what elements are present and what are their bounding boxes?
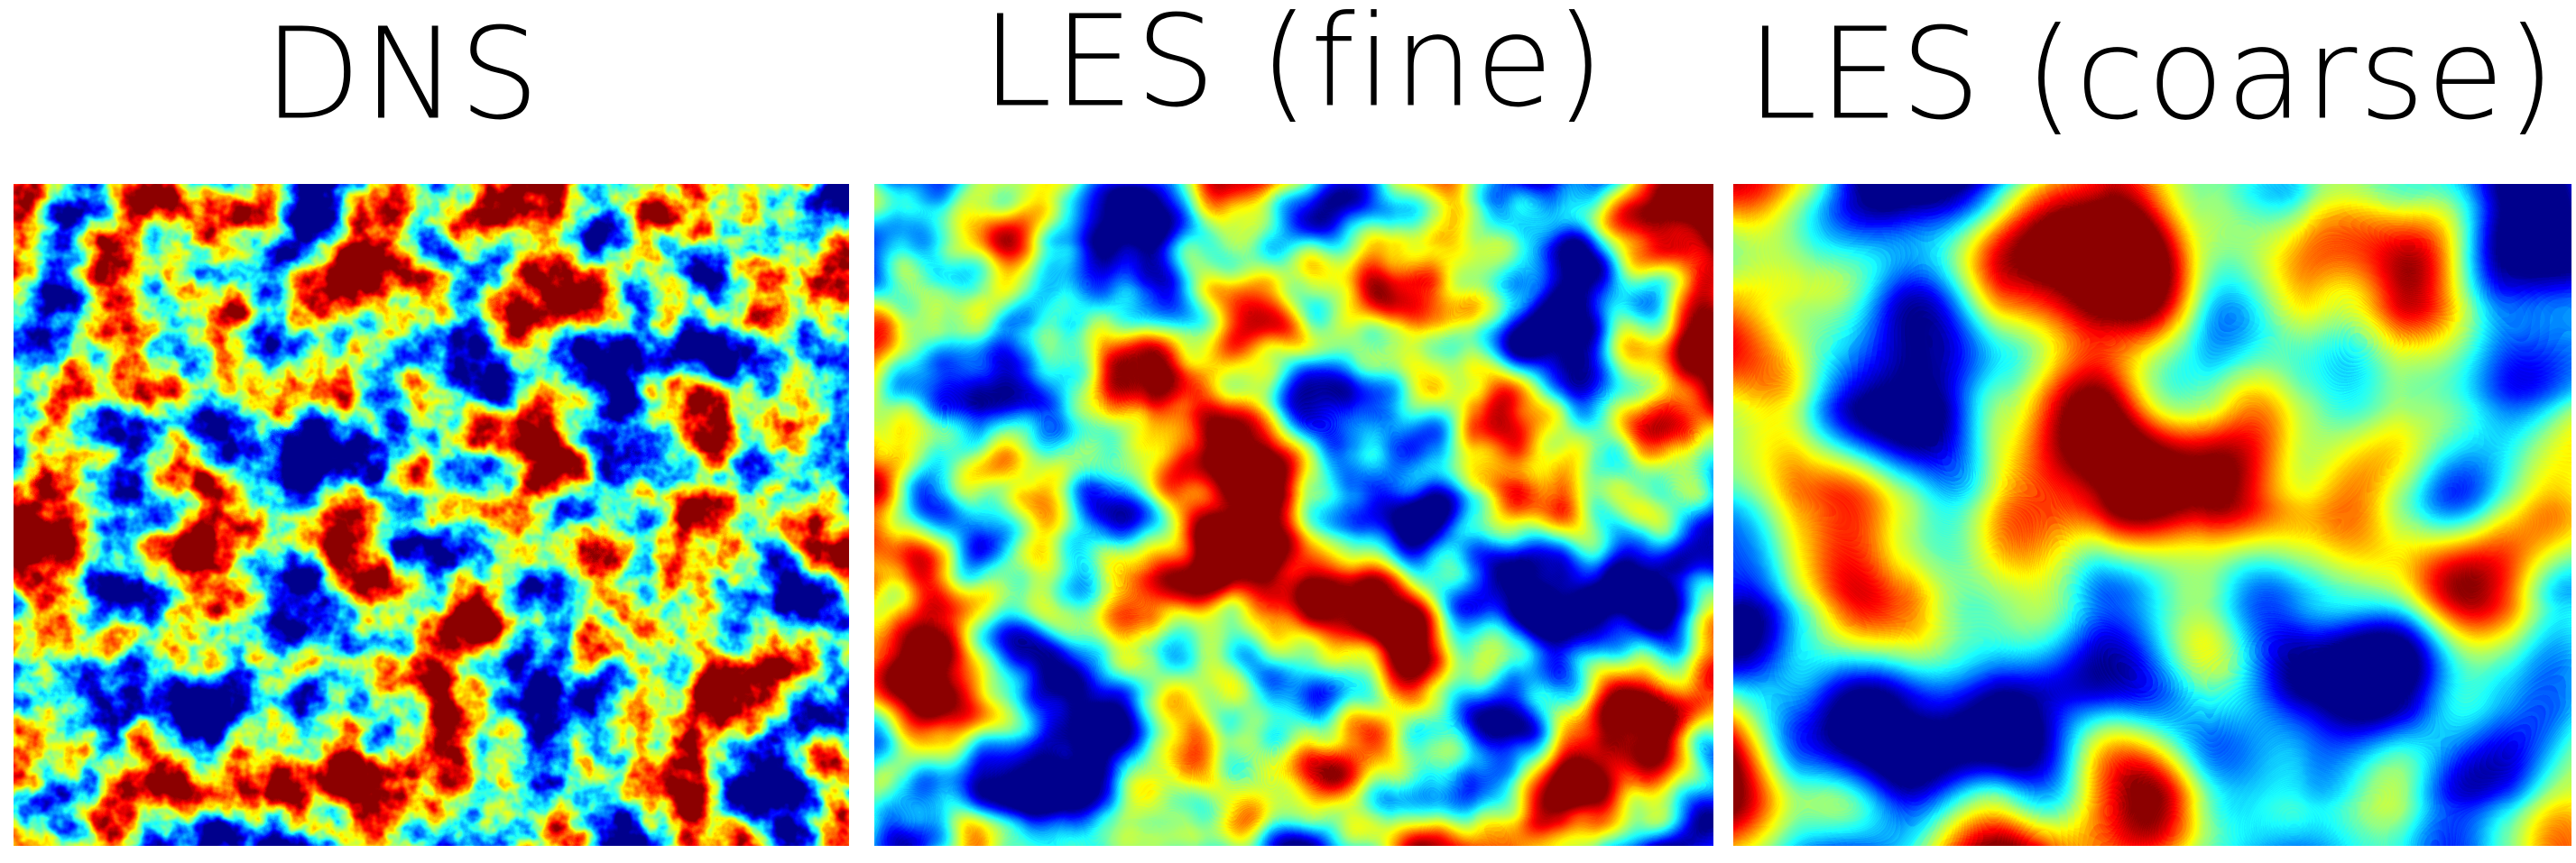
dns-field — [14, 184, 849, 846]
panel-title: LES (coarse) — [1747, 2, 2557, 149]
panel-title: LES (fine) — [982, 0, 1606, 136]
les-coarse-field — [1733, 184, 2571, 846]
panel-title: DNS — [263, 2, 540, 149]
les-fine-field — [874, 184, 1713, 846]
